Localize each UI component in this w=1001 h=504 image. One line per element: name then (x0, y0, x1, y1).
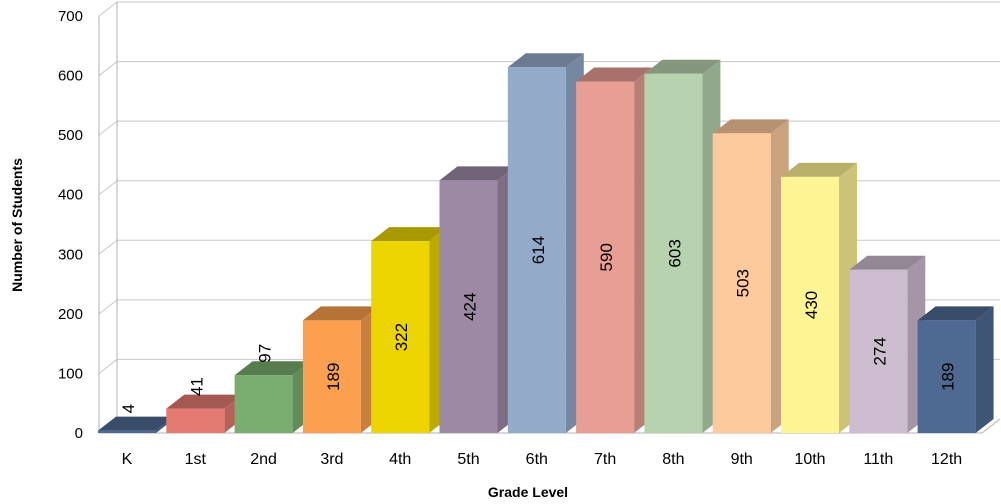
bar-12th (917, 306, 994, 433)
bar-front (234, 375, 293, 433)
x-tick-label: 8th (662, 451, 684, 468)
x-tick-label: 11th (863, 451, 893, 468)
y-tick-label: 300 (58, 246, 83, 263)
bar-front (644, 73, 703, 433)
x-tick-label: 4th (389, 451, 411, 468)
bar-8th (644, 59, 721, 433)
bar-front (849, 269, 908, 433)
y-tick-label: 600 (58, 68, 83, 85)
bar-top (644, 59, 721, 74)
bar-top (98, 416, 174, 431)
bar-top (371, 227, 448, 242)
data-label: 189 (939, 363, 958, 391)
bar-front (576, 81, 635, 434)
bar-2nd (234, 361, 311, 433)
bar-top (302, 306, 379, 321)
gridline-depth (98, 359, 118, 374)
gridline-depth (98, 180, 118, 196)
bar-front (98, 430, 156, 433)
data-label: 4 (119, 404, 138, 413)
data-label: 430 (802, 291, 821, 319)
bar-top (917, 306, 994, 321)
data-label: 41 (187, 377, 206, 396)
floor-right-edge (981, 418, 1001, 434)
x-tick-label: 3rd (320, 451, 343, 468)
gridline-depth (98, 239, 118, 255)
bar-top (576, 67, 653, 82)
bar-front (371, 241, 430, 433)
bar-front (439, 180, 498, 433)
bar-10th (781, 162, 857, 434)
bar-side (975, 306, 994, 433)
bar-top (712, 119, 789, 134)
data-label: 322 (392, 323, 411, 351)
y-tick-label: 500 (58, 127, 83, 144)
x-tick-label: 1st (185, 451, 207, 468)
y-axis-title: Number of Students (9, 158, 25, 292)
gridline-depth (98, 61, 118, 76)
y-tick-label: 200 (58, 306, 83, 323)
data-label: 424 (461, 293, 480, 321)
x-axis-ticks: K 1st 2nd 3rd 4th 5th 6th 7th 8th 9th 10th 11th 12th (122, 451, 963, 468)
x-tick-label: 2nd (250, 451, 277, 468)
data-label: 614 (529, 236, 548, 264)
gridline-depth (98, 1, 118, 17)
bars (98, 53, 994, 434)
gridline-depth (98, 299, 118, 315)
bar-11th (849, 255, 926, 433)
data-label: 274 (870, 337, 889, 365)
bar-top (234, 361, 311, 376)
bar-front (507, 67, 566, 433)
x-tick-label: 5th (457, 451, 479, 468)
bar-top (166, 394, 243, 409)
bar-front (781, 176, 839, 434)
bar-9th (712, 119, 789, 433)
gridline-depth (98, 120, 118, 136)
data-label: 189 (324, 363, 343, 391)
bar-1st (166, 394, 243, 433)
x-tick-label: 7th (594, 451, 616, 468)
bar-front (917, 320, 976, 433)
bar-top (439, 166, 516, 181)
bar-K (98, 416, 174, 433)
y-tick-label: 700 (58, 8, 83, 25)
y-axis-ticks: 0 100 200 300 400 500 600 700 (58, 8, 83, 442)
data-label: 503 (734, 269, 753, 297)
bar-top (781, 162, 857, 177)
bar-top (507, 53, 584, 68)
x-tick-label: 9th (731, 451, 753, 468)
y-tick-label: 100 (58, 365, 83, 382)
y-tick-label: 400 (58, 187, 83, 204)
data-label: 603 (665, 239, 684, 267)
data-labels: 4 41 97 189 322 424 614 590 603 503 430 274 189 (119, 236, 958, 413)
bar-front (302, 320, 361, 433)
data-label: 590 (597, 243, 616, 271)
x-tick-label: 6th (526, 451, 548, 468)
bar-front (166, 408, 225, 433)
x-tick-label: 10th (794, 451, 825, 468)
y-tick-label: 0 (75, 425, 83, 442)
bar-front (712, 133, 771, 433)
x-tick-label: 12th (931, 451, 962, 468)
data-label: 97 (256, 344, 275, 363)
bar-top (849, 255, 926, 270)
x-tick-label: K (122, 451, 133, 468)
x-axis-title: Grade Level (488, 484, 568, 500)
